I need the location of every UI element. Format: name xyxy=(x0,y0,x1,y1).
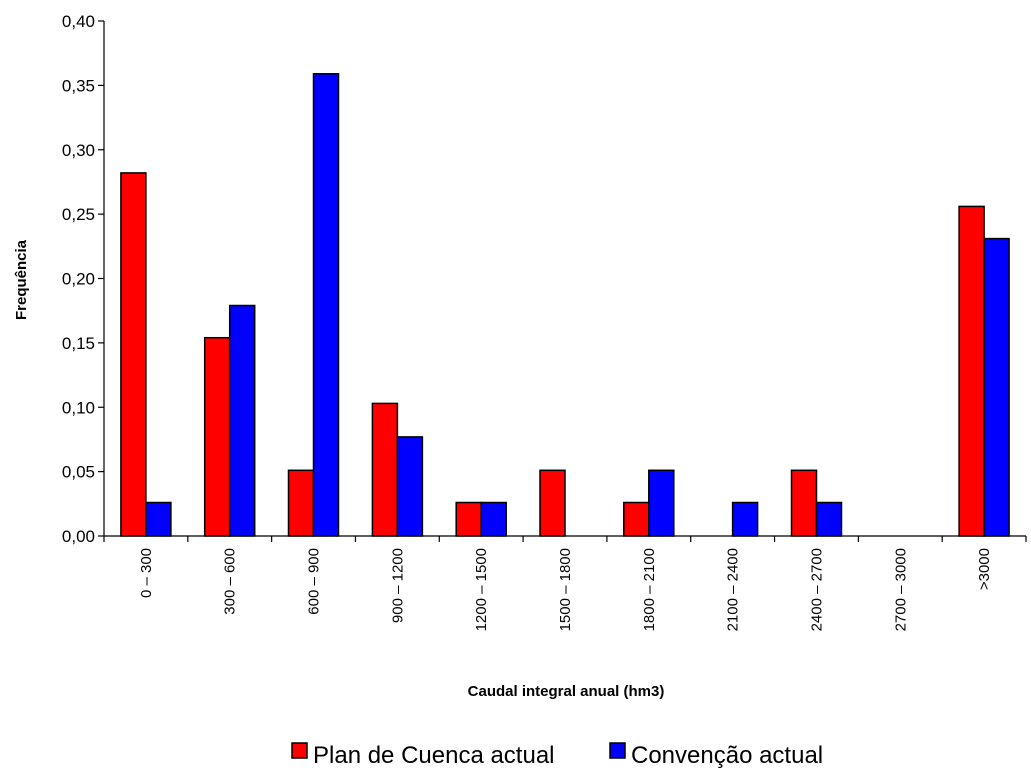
x-category-label: 1800 – 2100 xyxy=(641,548,658,631)
bar-convencao-8 xyxy=(815,501,843,537)
y-tick-label: 0,05 xyxy=(62,463,95,482)
legend-swatch xyxy=(291,742,308,759)
bar-plan-6 xyxy=(623,501,650,537)
bar-convencao-6 xyxy=(648,469,675,537)
y-tick-label: 0,10 xyxy=(62,398,95,417)
legend-label: Plan de Cuenca actual xyxy=(313,742,555,769)
x-ticks-group: 0 – 300 300 – 600 600 – 900 900 – 1200 1200 … xyxy=(103,536,1027,631)
bar-convencao-2 xyxy=(312,73,340,537)
bars-group xyxy=(120,73,1010,537)
bar-plan-8 xyxy=(790,469,818,537)
bar-plan-4 xyxy=(455,501,482,537)
x-category-label: >3000 xyxy=(976,548,993,590)
legend-label: Convenção actual xyxy=(631,742,823,769)
y-tick-label: 0,40 xyxy=(62,12,95,31)
y-tick-label: 0,20 xyxy=(62,270,95,289)
y-tick-label: 0,30 xyxy=(62,141,95,160)
x-category-label: 2100 – 2400 xyxy=(725,548,742,631)
bar-plan-5 xyxy=(539,469,566,537)
x-category-label: 2700 – 3000 xyxy=(892,548,909,631)
bar-convencao-4 xyxy=(480,501,507,537)
x-axis-title: Caudal integral anual (hm3) xyxy=(468,683,665,700)
bar-convencao-10 xyxy=(983,237,1010,537)
y-tick-label: 0,25 xyxy=(62,205,95,224)
bar-plan-3 xyxy=(371,402,399,537)
legend-swatch xyxy=(609,742,626,759)
x-category-label: 2400 – 2700 xyxy=(809,548,826,631)
bar-convencao-1 xyxy=(228,304,256,537)
bar-plan-10 xyxy=(958,205,985,537)
y-axis-title: Frequência xyxy=(13,239,30,320)
y-tick-label: 0,35 xyxy=(62,76,95,95)
bar-plan-2 xyxy=(287,469,315,537)
x-category-label: 1500 – 1800 xyxy=(557,548,574,631)
x-category-label: 0 – 300 xyxy=(138,548,155,598)
bar-plan-1 xyxy=(203,336,231,537)
x-category-label: 900 – 1200 xyxy=(389,548,406,623)
x-category-label: 600 – 900 xyxy=(306,548,323,615)
y-tick-label: 0,15 xyxy=(62,334,95,353)
legend: Plan de Cuenca actual Convenção actual xyxy=(291,742,823,769)
x-category-label: 1200 – 1500 xyxy=(473,548,490,631)
bar-plan-0 xyxy=(120,172,147,537)
bar-convencao-3 xyxy=(396,436,424,537)
y-ticks-group: 0,00 0,05 0,10 0,15 0,20 0,25 0,30 0,35 0,40 xyxy=(62,12,104,546)
x-category-label: 300 – 600 xyxy=(222,548,239,615)
y-tick-label: 0,00 xyxy=(62,527,95,546)
bar-convencao-7 xyxy=(731,501,759,537)
bar-convencao-0 xyxy=(145,501,172,537)
